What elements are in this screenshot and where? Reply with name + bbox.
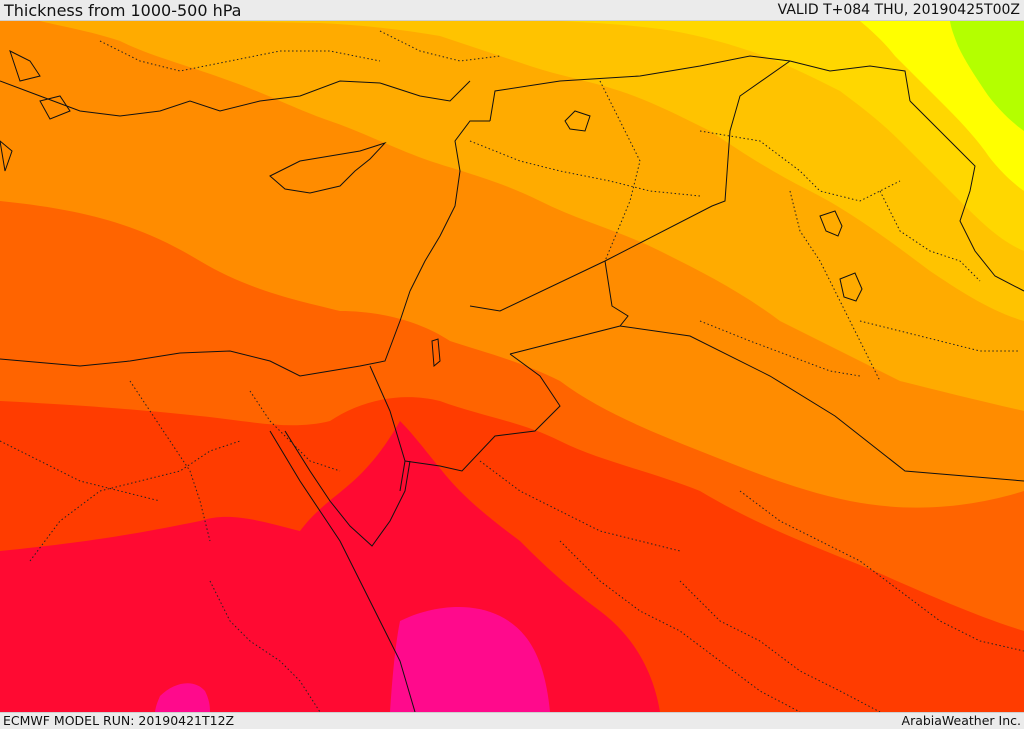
coast-gulf-suez: [284, 430, 411, 547]
credit: ArabiaWeather Inc.: [901, 713, 1021, 728]
header-bar: Thickness from 1000-500 hPa VALID T+084 …: [0, 0, 1024, 21]
border-iran-iraq: [909, 100, 1024, 292]
lake-tharthar: [819, 210, 843, 237]
coast-turkey: [0, 80, 471, 117]
border-iraq-west: [469, 60, 791, 312]
country-borders: [0, 50, 1024, 712]
coast-egypt: [0, 290, 411, 377]
band-green: [950, 21, 1024, 131]
band-yellow-gold: [560, 21, 1024, 251]
coast-red-sea: [269, 430, 416, 712]
province-borders: [0, 30, 1024, 712]
cyprus: [269, 141, 387, 194]
dead-sea: [431, 338, 441, 368]
coast-levant: [409, 120, 490, 292]
band-magenta: [390, 606, 550, 712]
lake-razazza: [839, 272, 863, 302]
thickness-map[interactable]: [0, 21, 1024, 712]
valid-time: VALID T+084 THU, 20190425T00Z: [777, 2, 1020, 18]
footer-bar: ECMWF MODEL RUN: 20190421T12Z ArabiaWeat…: [0, 712, 1024, 729]
border-saudi-iraq: [619, 325, 1024, 482]
map-canvas: [0, 21, 1024, 712]
model-run: ECMWF MODEL RUN: 20190421T12Z: [3, 713, 235, 728]
map-title: Thickness from 1000-500 hPa: [4, 1, 242, 20]
greek-islands: [0, 50, 71, 172]
border-syria-iraq: [489, 55, 911, 122]
lake-assad: [564, 110, 591, 132]
band-magenta-small: [155, 683, 210, 712]
border-egypt-israel: [369, 365, 406, 492]
border-jordan-saudi: [404, 353, 561, 472]
band-gold: [160, 21, 1024, 321]
border-jordan-iraq: [509, 260, 629, 355]
